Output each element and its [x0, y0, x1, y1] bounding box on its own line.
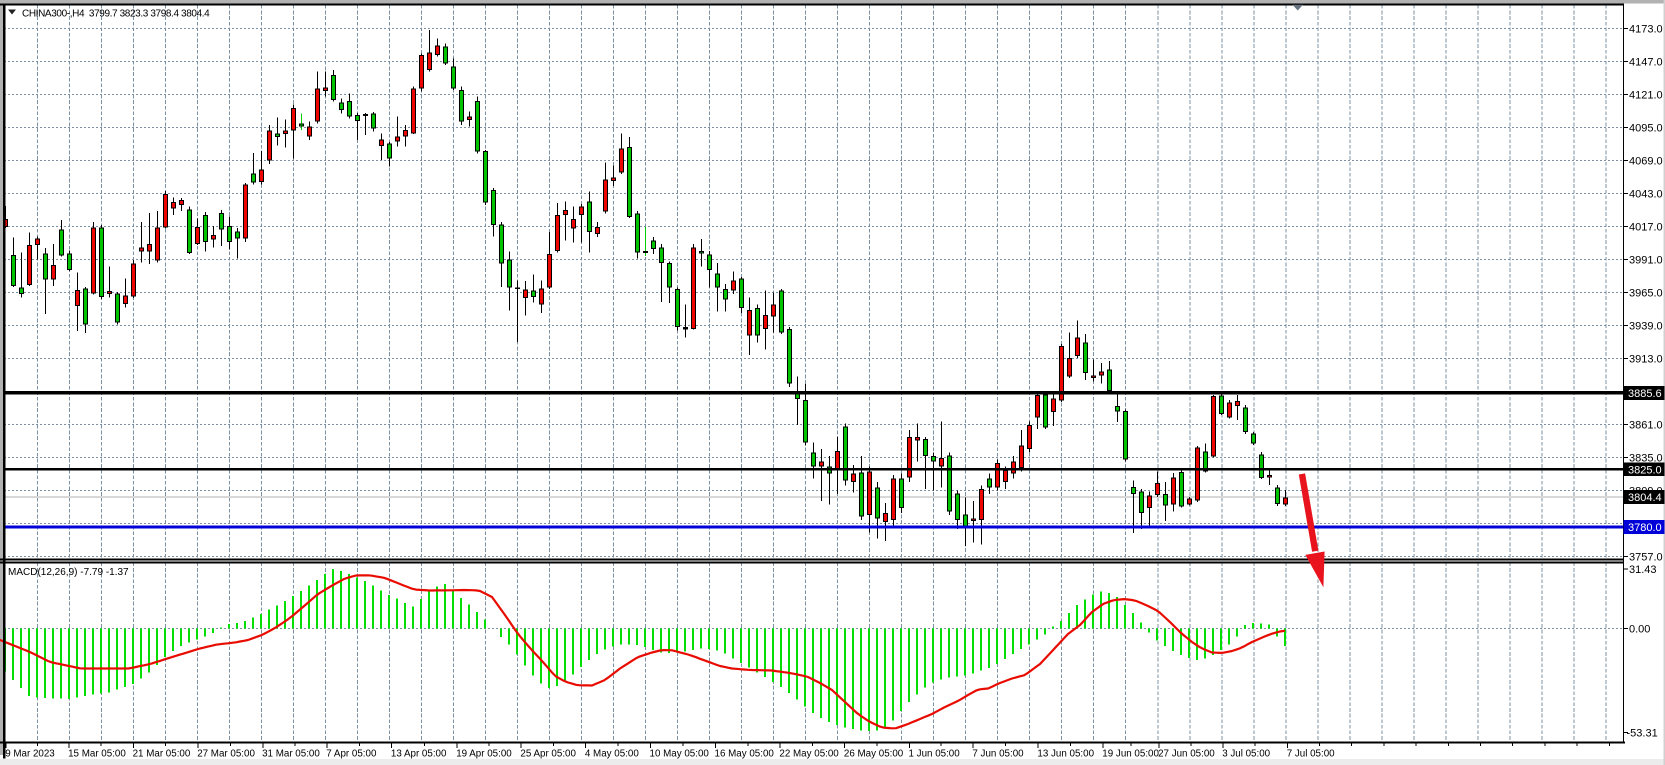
svg-text:10 May 05:00: 10 May 05:00: [650, 749, 710, 760]
svg-text:3861.0: 3861.0: [1629, 419, 1663, 431]
svg-text:3939.0: 3939.0: [1629, 320, 1663, 332]
svg-text:3835.0: 3835.0: [1629, 452, 1663, 464]
svg-text:3757.0: 3757.0: [1629, 551, 1663, 563]
svg-text:4121.0: 4121.0: [1629, 89, 1663, 101]
svg-text:4147.0: 4147.0: [1629, 56, 1663, 68]
svg-text:19 Apr 05:00: 19 Apr 05:00: [456, 749, 512, 760]
svg-text:3885.6: 3885.6: [1628, 388, 1662, 400]
svg-text:27 Mar 05:00: 27 Mar 05:00: [197, 749, 255, 760]
svg-text:7 Apr 05:00: 7 Apr 05:00: [326, 749, 377, 760]
svg-text:27 Jun 05:00: 27 Jun 05:00: [1158, 749, 1215, 760]
svg-text:19 Jun 05:00: 19 Jun 05:00: [1102, 749, 1159, 760]
svg-text:22 May 05:00: 22 May 05:00: [779, 749, 839, 760]
svg-text:MACD(12,26,9) -7.79 -1.37: MACD(12,26,9) -7.79 -1.37: [8, 567, 129, 578]
svg-text:3965.0: 3965.0: [1629, 287, 1663, 299]
svg-text:4043.0: 4043.0: [1629, 188, 1663, 200]
svg-text:31 Mar 05:00: 31 Mar 05:00: [262, 749, 320, 760]
svg-text:3991.0: 3991.0: [1629, 254, 1663, 266]
svg-text:4017.0: 4017.0: [1629, 221, 1663, 233]
svg-text:13 Apr 05:00: 13 Apr 05:00: [391, 749, 447, 760]
svg-text:3 Jul 05:00: 3 Jul 05:00: [1222, 749, 1270, 760]
svg-text:0.00: 0.00: [1629, 624, 1650, 636]
svg-text:4 May 05:00: 4 May 05:00: [585, 749, 639, 760]
svg-text:16 May 05:00: 16 May 05:00: [715, 749, 775, 760]
svg-text:4095.0: 4095.0: [1629, 122, 1663, 134]
svg-text:21 Mar 05:00: 21 Mar 05:00: [133, 749, 191, 760]
svg-text:7 Jun 05:00: 7 Jun 05:00: [972, 749, 1024, 760]
svg-text:-53.31: -53.31: [1627, 728, 1658, 740]
svg-text:3913.0: 3913.0: [1629, 353, 1663, 365]
svg-text:1 Jun 05:00: 1 Jun 05:00: [909, 749, 961, 760]
svg-text:3825.0: 3825.0: [1628, 465, 1662, 477]
svg-text:3780.0: 3780.0: [1628, 522, 1662, 534]
svg-text:15 Mar 05:00: 15 Mar 05:00: [68, 749, 126, 760]
svg-text:4069.0: 4069.0: [1629, 155, 1663, 167]
svg-text:9 Mar 2023: 9 Mar 2023: [5, 749, 55, 760]
svg-text:CHINA300-,H4 3799.7 3823.3 37: CHINA300-,H4 3799.7 3823.3 3798.4 3804.4: [22, 9, 210, 20]
svg-text:4173.0: 4173.0: [1629, 23, 1663, 35]
svg-text:7 Jul 05:00: 7 Jul 05:00: [1287, 749, 1335, 760]
svg-text:26 May 05:00: 26 May 05:00: [844, 749, 904, 760]
svg-text:31.43: 31.43: [1629, 564, 1657, 576]
svg-text:13 Jun 05:00: 13 Jun 05:00: [1037, 749, 1094, 760]
svg-text:25 Apr 05:00: 25 Apr 05:00: [520, 749, 576, 760]
svg-text:3804.4: 3804.4: [1628, 492, 1662, 504]
